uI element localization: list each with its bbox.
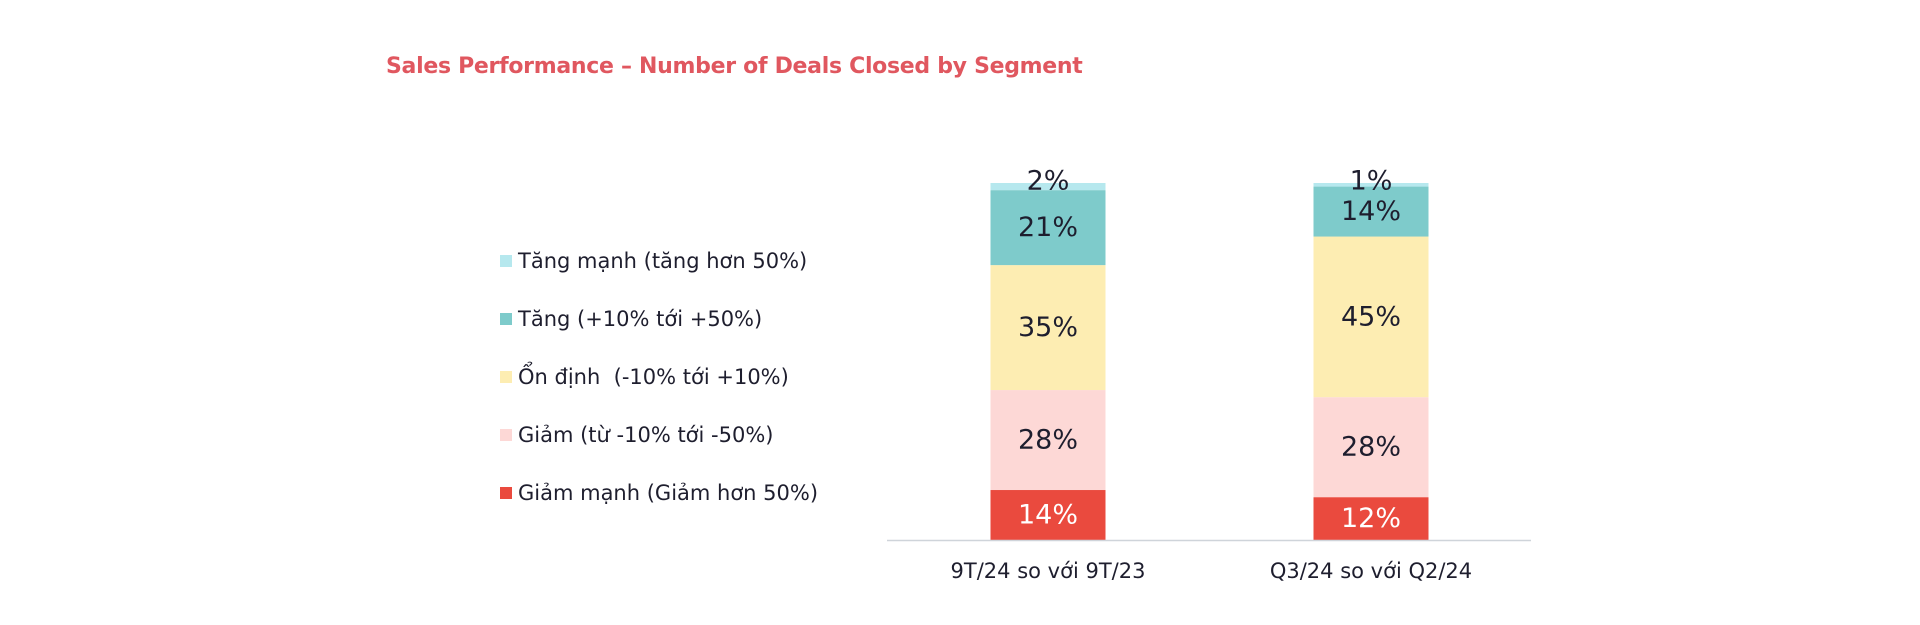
bar-segment — [990, 265, 1106, 391]
data-label: 45% — [1341, 301, 1401, 332]
data-label: 28% — [1341, 432, 1401, 463]
legend-label: Giảm (từ -10% tới -50%) — [518, 423, 774, 447]
legend-item: Tăng (+10% tới +50%) — [500, 290, 818, 348]
legend-item: Giảm (từ -10% tới -50%) — [500, 406, 818, 464]
legend-swatch — [500, 487, 512, 499]
bar-segment — [990, 183, 1106, 191]
bar-stack-2: 12% 28% 45% 14%1% — [1313, 166, 1429, 540]
legend-item: Ổn định (-10% tới +10%) — [500, 348, 818, 406]
data-label: 14% — [1018, 500, 1078, 531]
bar-segment — [1313, 497, 1429, 540]
data-label: 35% — [1018, 312, 1078, 343]
bar-segment — [990, 190, 1106, 266]
data-label: 12% — [1341, 503, 1401, 534]
legend-label: Giảm mạnh (Giảm hơn 50%) — [518, 481, 819, 505]
category-label: 9T/24 so với 9T/23 — [951, 559, 1146, 583]
bar-segment — [1313, 236, 1429, 398]
legend-item: Tăng mạnh (tăng hơn 50%) — [500, 232, 818, 290]
bar-segment — [990, 390, 1106, 491]
chart-legend: Tăng mạnh (tăng hơn 50%) Tăng (+10% tới +… — [500, 232, 818, 522]
legend-label: Tăng mạnh (tăng hơn 50%) — [518, 249, 808, 273]
category-label: Q3/24 so với Q2/24 — [1270, 559, 1472, 583]
data-label: 2% — [1027, 166, 1070, 197]
data-label: 14% — [1341, 196, 1401, 227]
legend-item: Giảm mạnh (Giảm hơn 50%) — [500, 464, 818, 522]
legend-swatch — [500, 429, 512, 441]
data-label: 21% — [1018, 212, 1078, 243]
legend-swatch — [500, 313, 512, 325]
bar-segment — [1313, 186, 1429, 237]
chart-title: Sales Performance – Number of Deals Clos… — [386, 54, 1083, 79]
legend-label: Ổn định (-10% tới +10%) — [518, 365, 789, 389]
bar-segment — [1313, 397, 1429, 498]
legend-label: Tăng (+10% tới +50%) — [518, 307, 763, 331]
data-label: 28% — [1018, 425, 1078, 456]
bar-segment — [990, 490, 1106, 540]
legend-swatch — [500, 255, 512, 267]
data-label: 1% — [1350, 166, 1393, 197]
legend-swatch — [500, 371, 512, 383]
bar-segment — [1313, 183, 1429, 187]
bar-stack-1: 14% 28% 35% 21% 2% — [990, 166, 1106, 540]
